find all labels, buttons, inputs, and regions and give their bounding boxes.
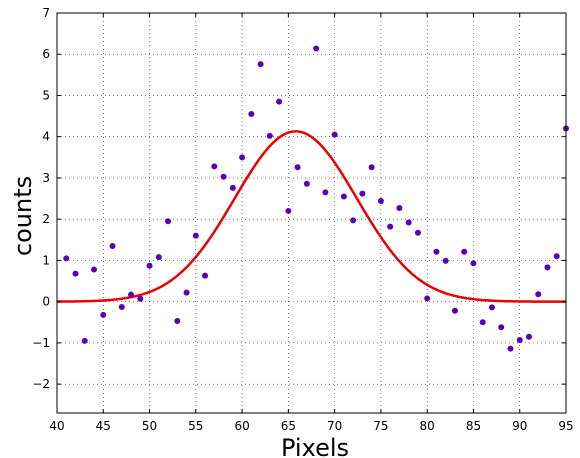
y-axis-label: counts: [9, 176, 37, 256]
data-point: [146, 262, 153, 269]
y-tick-label: 7: [42, 6, 50, 20]
data-point: [377, 198, 384, 205]
data-point: [368, 164, 375, 171]
data-point: [192, 232, 199, 239]
x-tick-label: 50: [142, 419, 157, 433]
data-point: [294, 164, 301, 171]
data-point: [488, 304, 495, 311]
y-tick-label: 3: [42, 171, 50, 185]
y-tick-label: 1: [42, 253, 50, 267]
data-point: [414, 229, 421, 236]
data-point: [81, 337, 88, 344]
x-tick-label: 65: [281, 419, 296, 433]
data-point: [239, 154, 246, 161]
data-point: [266, 132, 273, 139]
data-point: [451, 307, 458, 314]
data-point: [470, 260, 477, 267]
data-point: [516, 337, 523, 344]
gaussian-fit-line: [57, 130, 566, 303]
x-tick-label: 40: [49, 419, 64, 433]
data-point: [183, 289, 190, 296]
data-point: [63, 255, 70, 262]
x-tick-label: 60: [234, 419, 249, 433]
x-tick-label: 45: [96, 419, 111, 433]
data-point: [248, 111, 255, 118]
data-point: [442, 257, 449, 264]
data-point: [109, 242, 116, 249]
data-point: [72, 270, 79, 277]
data-point: [461, 248, 468, 255]
data-point: [313, 45, 320, 52]
y-tick-label: 6: [42, 47, 50, 61]
x-tick-label: 55: [188, 419, 203, 433]
y-tick-label: −1: [32, 336, 50, 350]
y-tick-label: 5: [42, 88, 50, 102]
data-point: [340, 193, 347, 200]
x-tick-label: 75: [373, 419, 388, 433]
data-point: [387, 223, 394, 230]
x-tick-label: 80: [420, 419, 435, 433]
grid-lines: [56, 12, 567, 413]
data-point: [424, 295, 431, 302]
data-point: [396, 205, 403, 212]
data-point: [525, 333, 532, 340]
data-points: [63, 45, 569, 352]
data-point: [285, 207, 292, 214]
x-axis-label: Pixels: [281, 434, 349, 458]
data-point: [507, 345, 514, 352]
data-point: [91, 266, 98, 273]
data-point: [220, 173, 227, 180]
y-tick-label: 0: [42, 295, 50, 309]
y-tick-labels: −2 −1 0 1 2 3 4 5 6 7: [32, 6, 50, 391]
data-point: [202, 272, 209, 279]
x-tick-label: 85: [466, 419, 481, 433]
x-tick-label: 95: [558, 419, 573, 433]
data-point: [229, 184, 236, 191]
x-tick-label: 90: [512, 419, 527, 433]
data-point: [498, 324, 505, 331]
data-point: [331, 131, 338, 138]
data-point: [211, 163, 218, 170]
data-point: [553, 253, 560, 260]
data-point: [322, 189, 329, 196]
data-point: [544, 264, 551, 271]
x-tick-labels: 40 45 50 55 60 65 70 75 80 85 90 95: [49, 419, 573, 433]
data-point: [118, 304, 125, 311]
x-tick-label: 70: [327, 419, 342, 433]
data-point: [128, 291, 135, 298]
data-point: [276, 98, 283, 105]
data-point: [155, 254, 162, 261]
data-point: [165, 218, 172, 225]
fit-curve-layer: [57, 130, 566, 303]
data-point: [350, 217, 357, 224]
y-tick-label: −2: [32, 377, 50, 391]
data-point: [303, 180, 310, 187]
data-point: [137, 295, 144, 302]
data-point: [100, 311, 107, 318]
data-point: [433, 248, 440, 255]
data-point: [257, 61, 264, 68]
data-point: [174, 318, 181, 325]
y-tick-label: 4: [42, 130, 50, 144]
data-point: [535, 291, 542, 298]
plot-frame: [56, 12, 567, 414]
data-point: [479, 319, 486, 326]
data-point: [405, 219, 412, 226]
y-tick-label: 2: [42, 212, 50, 226]
data-point: [359, 190, 366, 197]
axis-ticks: [56, 12, 567, 413]
